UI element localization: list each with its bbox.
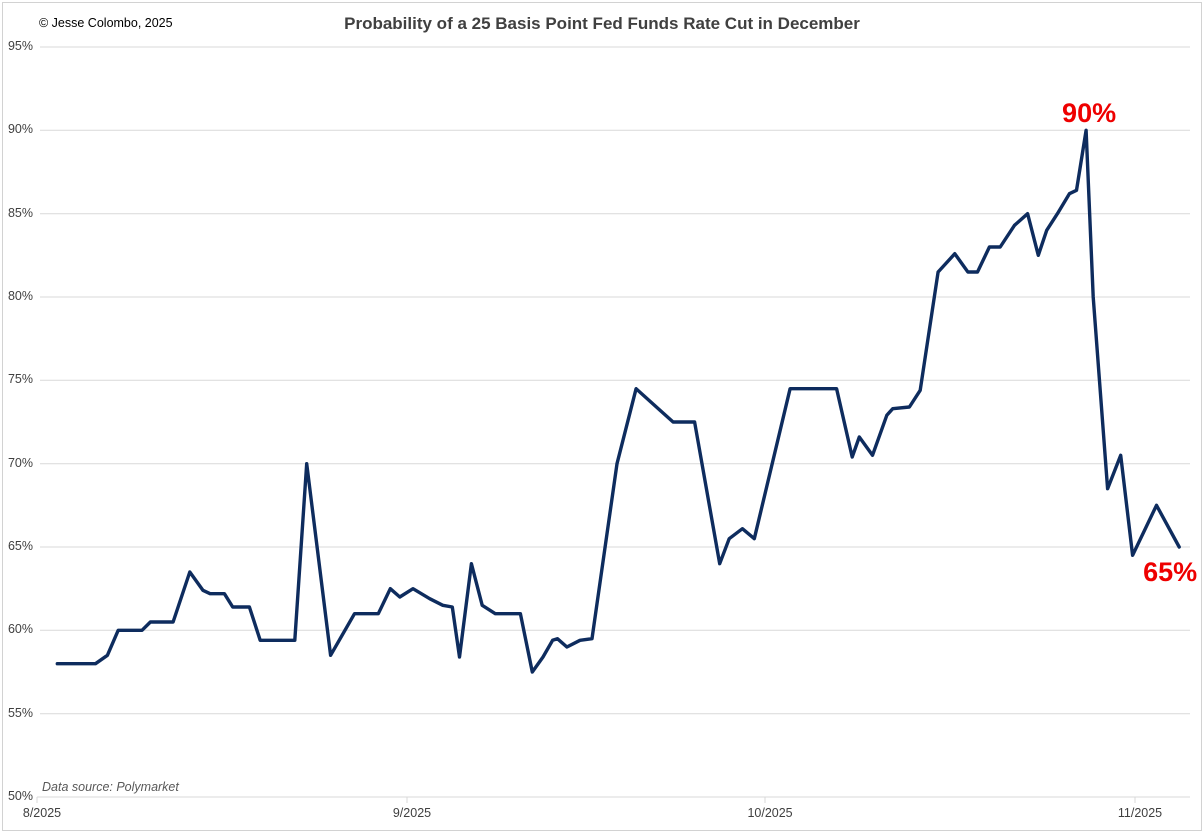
y-axis-tick-label: 75% <box>7 372 33 387</box>
probability-line <box>55 128 1181 674</box>
x-axis-tick-label: 8/2025 <box>22 806 62 820</box>
y-axis-tick-label: 85% <box>7 205 33 220</box>
annotation-65pct: 65% <box>1143 556 1198 587</box>
annotation-90pct: 90% <box>1062 98 1117 129</box>
chart-title: Probability of a 25 Basis Point Fed Fund… <box>344 14 860 33</box>
y-axis-tick-label: 55% <box>7 705 33 720</box>
x-axis-tick-label: 11/2025 <box>1117 806 1163 820</box>
y-axis-tick-label: 50% <box>7 789 33 803</box>
y-axis-tick-label: 60% <box>7 622 33 637</box>
copyright-text: © Jesse Colombo, 2025 <box>39 16 173 30</box>
data-source-note: Data source: Polymarket <box>42 780 179 794</box>
x-axis-tick-label: 9/2025 <box>392 806 432 820</box>
y-axis-tick-label: 90% <box>7 122 33 137</box>
y-axis-tick-label: 65% <box>7 538 33 553</box>
y-axis-tick-label: 95% <box>7 38 33 53</box>
x-axis-tick-label: 10/2025 <box>747 806 793 820</box>
y-axis-tick-label: 70% <box>7 455 33 470</box>
y-axis-tick-label: 80% <box>7 288 33 303</box>
